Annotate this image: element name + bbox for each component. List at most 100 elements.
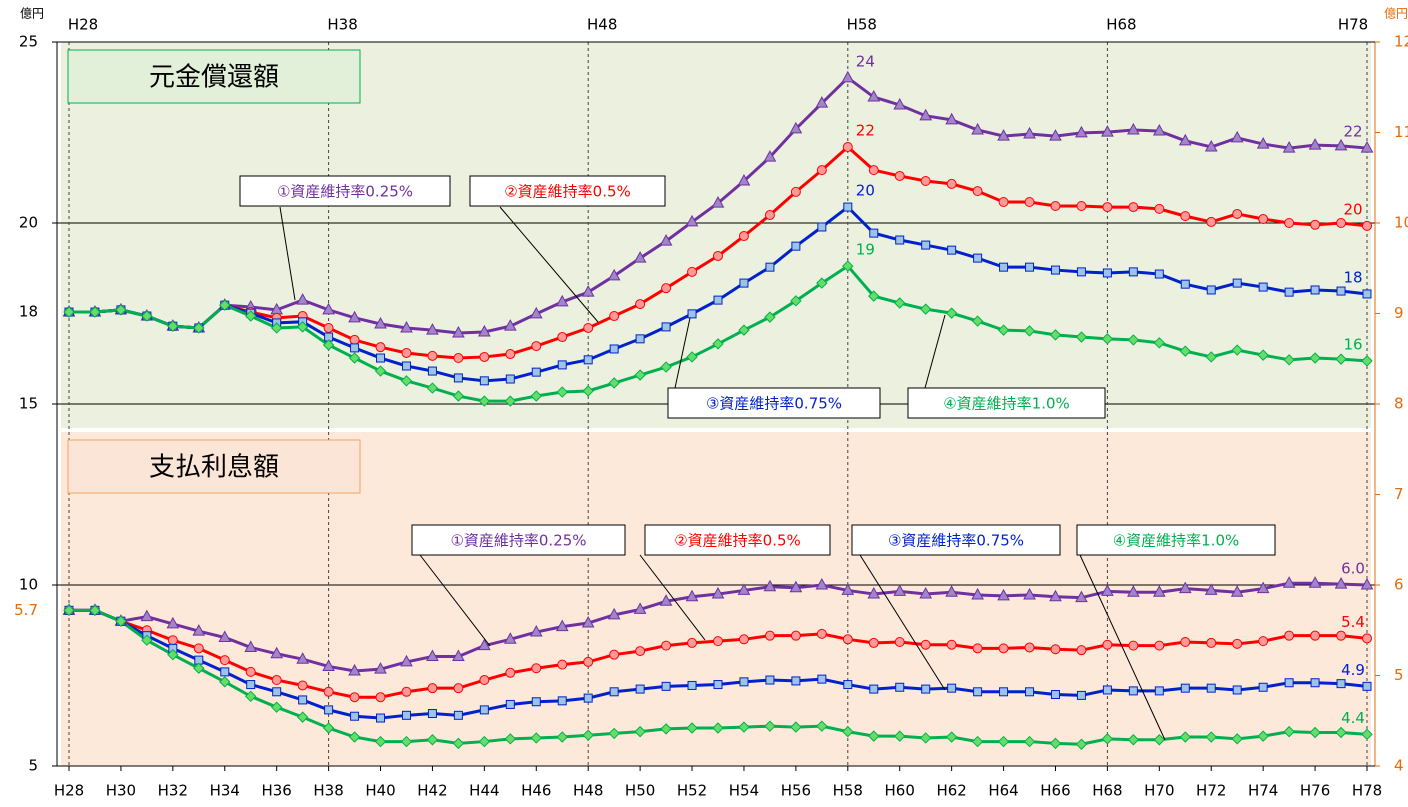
marker (1204, 139, 1218, 152)
marker (505, 349, 516, 360)
marker (789, 121, 803, 134)
x-tick-label: H54 (729, 782, 759, 800)
y2-tick-label: 12 (1394, 33, 1408, 51)
x-tick-label: H42 (417, 782, 447, 800)
marker (1230, 130, 1244, 143)
marker (763, 579, 777, 592)
marker (1231, 344, 1243, 356)
marker (348, 310, 361, 323)
marker (869, 684, 879, 694)
marker (842, 725, 854, 738)
value-label: 20 (1343, 200, 1362, 218)
x-tick-label: H28 (54, 782, 84, 800)
marker (921, 684, 931, 694)
marker (842, 260, 854, 272)
marker (348, 663, 361, 676)
marker (323, 686, 334, 697)
marker (1230, 585, 1244, 597)
marker (1308, 138, 1322, 150)
marker (400, 320, 413, 333)
marker (737, 583, 751, 595)
marker (479, 675, 490, 686)
marker (841, 583, 855, 595)
value-label: 4.4 (1341, 709, 1365, 727)
marker (790, 186, 801, 197)
x-tick-label: H58 (833, 782, 863, 800)
marker (350, 711, 360, 721)
y2-tick-label: 5 (1394, 666, 1404, 684)
marker (894, 170, 905, 181)
marker (971, 122, 984, 135)
legend-box (644, 524, 831, 556)
marker (868, 290, 880, 302)
marker (1024, 642, 1035, 653)
marker (1127, 122, 1140, 135)
marker (63, 306, 75, 318)
marker (945, 585, 958, 597)
marker (1180, 279, 1190, 289)
marker (739, 278, 749, 288)
marker (348, 731, 361, 743)
marker (816, 720, 828, 732)
marker (867, 89, 881, 102)
marker (921, 240, 931, 250)
panel-background (61, 42, 1371, 428)
leader-line (1079, 554, 1166, 741)
marker (1101, 733, 1114, 745)
marker (1180, 637, 1191, 648)
marker (895, 682, 905, 692)
marker (583, 322, 594, 333)
marker (1049, 329, 1062, 341)
y-tick-label: 5 (28, 757, 38, 775)
marker (713, 295, 723, 305)
marker (556, 386, 568, 398)
marker (660, 723, 672, 735)
marker (1336, 218, 1347, 228)
marker (1075, 125, 1088, 138)
marker (816, 277, 828, 289)
y-tick-label: 10 (19, 576, 38, 594)
marker (1258, 214, 1269, 225)
marker (427, 366, 437, 376)
x-tick-label: H48 (573, 782, 603, 800)
marker (478, 735, 491, 748)
marker (660, 361, 672, 373)
marker (1309, 352, 1321, 364)
marker (1050, 690, 1060, 700)
marker (1101, 584, 1114, 596)
marker (687, 309, 697, 319)
marker (1102, 685, 1112, 695)
marker (1025, 687, 1035, 697)
marker (1361, 355, 1373, 367)
value-label: 19 (856, 241, 875, 259)
marker (999, 262, 1009, 272)
marker (219, 676, 231, 688)
marker (479, 376, 489, 386)
marker (868, 165, 879, 176)
marker (1310, 678, 1320, 688)
marker (738, 324, 750, 336)
legend-label: ①資産維持率0.25% (450, 532, 586, 550)
legend-box (469, 175, 666, 207)
marker (791, 241, 801, 251)
marker (298, 695, 308, 705)
marker (999, 687, 1009, 697)
marker (868, 637, 879, 648)
marker (141, 634, 153, 646)
marker (1362, 681, 1372, 691)
marker (529, 625, 543, 637)
marker (972, 643, 983, 654)
marker (323, 322, 334, 333)
marker (945, 307, 958, 319)
marker (322, 302, 335, 315)
marker (167, 648, 179, 661)
marker (348, 352, 361, 364)
marker (478, 395, 491, 407)
marker (219, 299, 231, 311)
marker (1076, 200, 1087, 211)
marker (765, 262, 775, 272)
marker (557, 659, 568, 670)
marker (1310, 285, 1320, 295)
marker (401, 710, 411, 720)
